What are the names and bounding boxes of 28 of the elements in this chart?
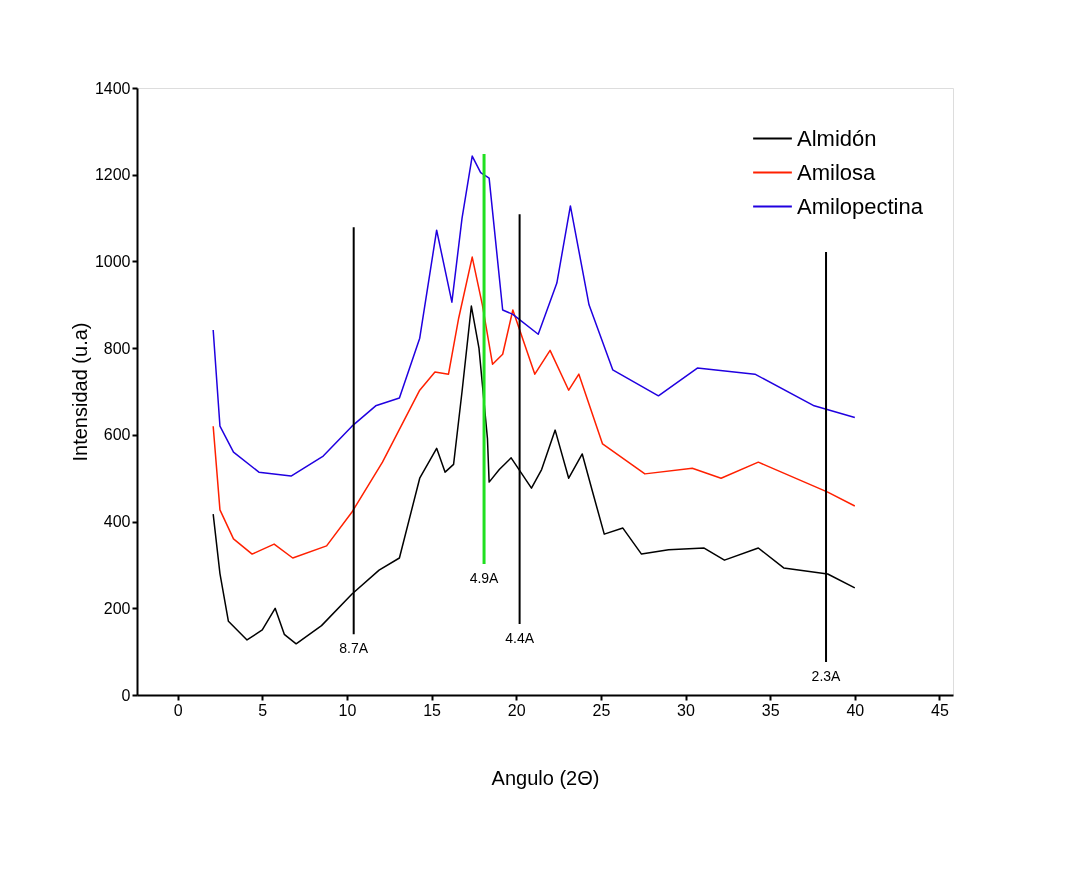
y-tick-label: 200 — [103, 599, 131, 617]
line-series — [212, 256, 856, 559]
x-tick-label: 5 — [258, 701, 268, 719]
x-axis-title: Angulo (2Θ) — [491, 766, 600, 789]
y-tick-label: 800 — [103, 339, 131, 357]
y-tick-label: 1000 — [94, 252, 131, 270]
y-tick-label: 1200 — [94, 166, 131, 184]
x-tick-label: 25 — [592, 701, 611, 719]
x-tick-label: 15 — [423, 701, 442, 719]
y-tick-label: 1400 — [94, 79, 131, 97]
legend-label: Amilopectina — [797, 193, 924, 219]
x-tick-label: 20 — [507, 701, 526, 719]
y-tick-label: 0 — [121, 686, 131, 704]
x-tick-label: 35 — [761, 701, 780, 719]
y-tick-label: 600 — [103, 426, 131, 444]
x-tick-label: 30 — [677, 701, 696, 719]
y-tick-label: 400 — [103, 513, 131, 531]
annotation: 8.7A — [339, 640, 369, 657]
annotation: 4.4A — [505, 629, 535, 646]
y-axis-title: Intensidad (u.a) — [68, 322, 91, 462]
x-tick-label: 10 — [338, 701, 357, 719]
x-tick-label: 0 — [173, 701, 183, 719]
legend-label: Amilosa — [797, 159, 877, 185]
annotation: 2.3A — [811, 668, 842, 685]
x-tick-label: 45 — [931, 701, 949, 719]
legend-label: Almidón — [797, 125, 877, 151]
annotation: 4.9A — [469, 570, 500, 587]
x-tick-label: 40 — [846, 701, 865, 719]
